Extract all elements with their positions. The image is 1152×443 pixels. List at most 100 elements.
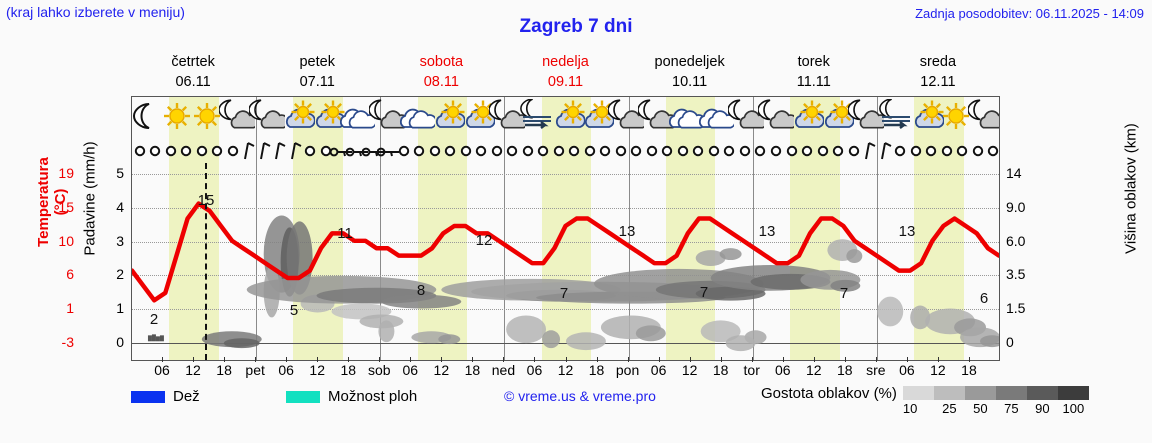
calm-circle-icon	[222, 140, 244, 162]
hour-tick	[751, 357, 753, 362]
hour-label: 18	[961, 362, 977, 378]
hour-label: 06	[774, 362, 791, 378]
precipitation-tick: 4	[116, 198, 124, 215]
hour-tick	[317, 357, 319, 362]
day-header-11.11: torek 11.11	[752, 52, 876, 94]
hour-tick	[348, 357, 350, 362]
hour-label: sob	[367, 362, 391, 378]
hour-tick	[410, 357, 412, 362]
temp-label-max: 11	[337, 224, 353, 242]
gridline	[132, 241, 999, 243]
calm-circle-icon	[408, 140, 430, 162]
hour-tick	[286, 357, 288, 362]
hour-label: 12	[185, 362, 201, 378]
cloud-density-step-value: 100	[1062, 401, 1085, 416]
hour-tick	[782, 357, 784, 362]
temperature-curve	[132, 201, 999, 303]
cloud-height-tick: 0	[1006, 334, 1014, 351]
day-header-10.11: ponedeljek 10.11	[628, 52, 752, 94]
hour-tick	[472, 357, 474, 362]
moon-cloud-icon	[967, 99, 999, 137]
calm-circle-icon	[734, 140, 756, 162]
calm-circle-icon	[455, 140, 477, 162]
cloud-density-legend: Gostota oblakov (%) 10 25 50 75 90 100	[761, 386, 1089, 416]
precipitation-tick: 0	[116, 334, 124, 351]
hour-label: 12	[930, 362, 946, 378]
legend-rain-label: Dež	[173, 388, 200, 405]
sun-cloud-icon	[549, 99, 586, 137]
hour-label: 06	[278, 362, 294, 378]
calm-circle-icon	[625, 140, 647, 162]
copyright-link[interactable]: © vreme.us & vreme.pro	[504, 388, 656, 404]
hour-label: 12	[557, 362, 574, 378]
cloud-height-tick: 1.5	[1006, 300, 1026, 317]
calm-circle-icon	[501, 140, 523, 162]
day-separator	[256, 97, 258, 360]
calm-circle-icon	[796, 140, 818, 162]
hour-tick	[255, 357, 257, 362]
hour-label: 12	[433, 362, 450, 378]
gridline	[132, 207, 999, 209]
hour-label: sre	[866, 362, 886, 378]
sun-cloud-icon	[459, 99, 496, 137]
moon-cloud-icon	[487, 99, 529, 137]
calm-circle-icon	[579, 140, 601, 162]
precipitation-layer	[147, 334, 164, 342]
hour-tick	[379, 357, 381, 362]
day-date: 09.11	[547, 74, 584, 90]
hour-tick	[596, 357, 598, 362]
calm-circle-icon	[827, 140, 849, 162]
calm-circle-icon	[936, 140, 958, 162]
calm-circle-icon	[424, 140, 446, 162]
day-name: ponedeljek	[654, 54, 725, 70]
temp-label-min: 5	[289, 302, 299, 320]
day-header-08.11: sobota 08.11	[379, 52, 503, 94]
day-header-06.11: četrtek 06.11	[131, 52, 255, 94]
hour-label: 18	[588, 362, 605, 378]
hour-label: 06	[154, 362, 170, 378]
calm-circle-icon	[563, 140, 585, 162]
legend: Dež Možnost ploh © vreme.us & vreme.pro …	[131, 386, 1141, 426]
wind-barb-icon	[253, 140, 275, 162]
cloud-density-step	[902, 386, 934, 400]
cloud-density-step-value: 50	[973, 401, 988, 416]
temp-label-min: 7	[559, 285, 569, 303]
temp-label-min: 8	[416, 282, 426, 300]
cloud-height-tick: 9.0	[1006, 198, 1026, 215]
day-header-07.11: petek 07.11	[255, 52, 379, 94]
calm-circle-icon	[687, 140, 709, 162]
calm-circle-icon	[299, 140, 321, 162]
forecast-plot[interactable]: 215511812713713713613	[131, 96, 1000, 361]
hour-tick	[224, 357, 226, 362]
hour-label: 18	[464, 362, 481, 378]
wind-barb-icon	[858, 140, 880, 162]
temperature-tick: 19	[58, 164, 74, 181]
hour-label: 12	[681, 362, 698, 378]
day-date: 10.11	[672, 74, 708, 90]
day-separator	[752, 97, 754, 360]
cloud-density-step-value: 10	[902, 401, 918, 416]
temp-label-min: 7	[699, 284, 709, 302]
calm-circle-icon	[191, 140, 213, 162]
cloud-height-axis-title: Višina oblakov (km)	[1122, 123, 1140, 254]
cloud-density-step	[1026, 386, 1058, 400]
wind-barb-icon	[237, 140, 259, 162]
calm-circle-icon	[486, 140, 508, 162]
temperature-tick: 15	[58, 198, 74, 215]
moon-icon	[132, 99, 165, 137]
day-name: četrtek	[171, 54, 215, 70]
day-name: sreda	[919, 54, 957, 70]
temp-label-max: 13	[618, 222, 636, 240]
cloud-density-scale: 10 25 50 75 90 100	[902, 386, 1089, 416]
day-date: 08.11	[423, 74, 459, 90]
gridline	[132, 309, 999, 311]
hour-tick	[968, 357, 970, 362]
cloud-density-step	[964, 386, 996, 400]
precipitation-tick: 1	[116, 300, 124, 317]
calm-circle-icon	[951, 140, 973, 162]
calm-circle-icon	[982, 140, 999, 162]
hour-label: 06	[899, 362, 915, 378]
hour-label: ned	[491, 362, 516, 378]
cloud-height-tick: 3.5	[1006, 266, 1026, 283]
day-separator	[628, 97, 630, 360]
